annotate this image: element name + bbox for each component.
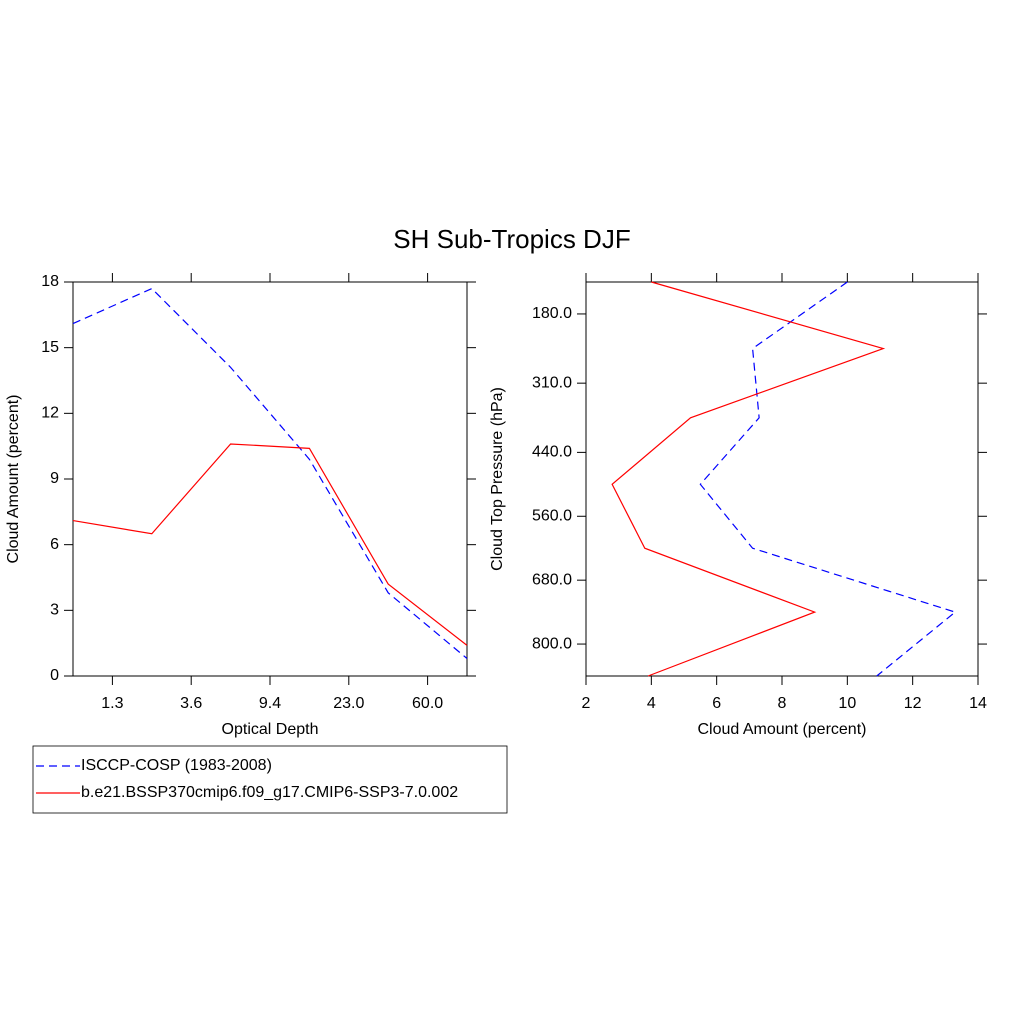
y-tick-label: 18 xyxy=(41,273,59,290)
x-tick-label: 9.4 xyxy=(259,695,281,712)
x-tick-label: 1.3 xyxy=(101,695,123,712)
y-tick-label: 3 xyxy=(50,602,59,619)
y-tick-label: 180.0 xyxy=(532,305,572,322)
x-axis-label: Optical Depth xyxy=(222,721,319,738)
legend-box xyxy=(32,745,508,814)
x-tick-label: 4 xyxy=(647,695,656,712)
y-tick-label: 6 xyxy=(50,536,59,553)
y-tick-label: 560.0 xyxy=(532,507,572,524)
plot-frame xyxy=(585,281,979,677)
legend-label: b.e21.BSSP370cmip6.f09_g17.CMIP6-SSP3-7.… xyxy=(81,784,458,801)
x-tick-label: 23.0 xyxy=(333,695,364,712)
y-tick-label: 12 xyxy=(41,405,59,422)
series-line xyxy=(611,281,886,677)
series-line xyxy=(72,287,468,659)
y-tick-label: 680.0 xyxy=(532,571,572,588)
y-tick-label: 9 xyxy=(50,470,59,487)
y-tick-label: 310.0 xyxy=(532,374,572,391)
x-tick-label: 2 xyxy=(582,695,591,712)
y-tick-label: 15 xyxy=(41,339,59,356)
series-line xyxy=(699,281,957,677)
y-axis-label: Cloud Amount (percent) xyxy=(5,395,22,564)
plot-frame xyxy=(72,281,468,677)
figure-title: SH Sub-Tropics DJF xyxy=(393,224,630,254)
x-tick-label: 14 xyxy=(969,695,987,712)
x-tick-label: 10 xyxy=(838,695,856,712)
x-axis-label: Cloud Amount (percent) xyxy=(698,721,867,738)
legend-label: ISCCP-COSP (1983-2008) xyxy=(81,757,272,774)
series-line xyxy=(72,443,468,646)
x-tick-label: 6 xyxy=(712,695,721,712)
x-tick-label: 60.0 xyxy=(412,695,443,712)
y-tick-label: 0 xyxy=(50,667,59,684)
x-tick-label: 8 xyxy=(778,695,787,712)
y-tick-label: 440.0 xyxy=(532,444,572,461)
x-tick-label: 3.6 xyxy=(180,695,202,712)
x-tick-label: 12 xyxy=(904,695,922,712)
y-tick-label: 800.0 xyxy=(532,635,572,652)
y-axis-label: Cloud Top Pressure (hPa) xyxy=(489,387,506,571)
